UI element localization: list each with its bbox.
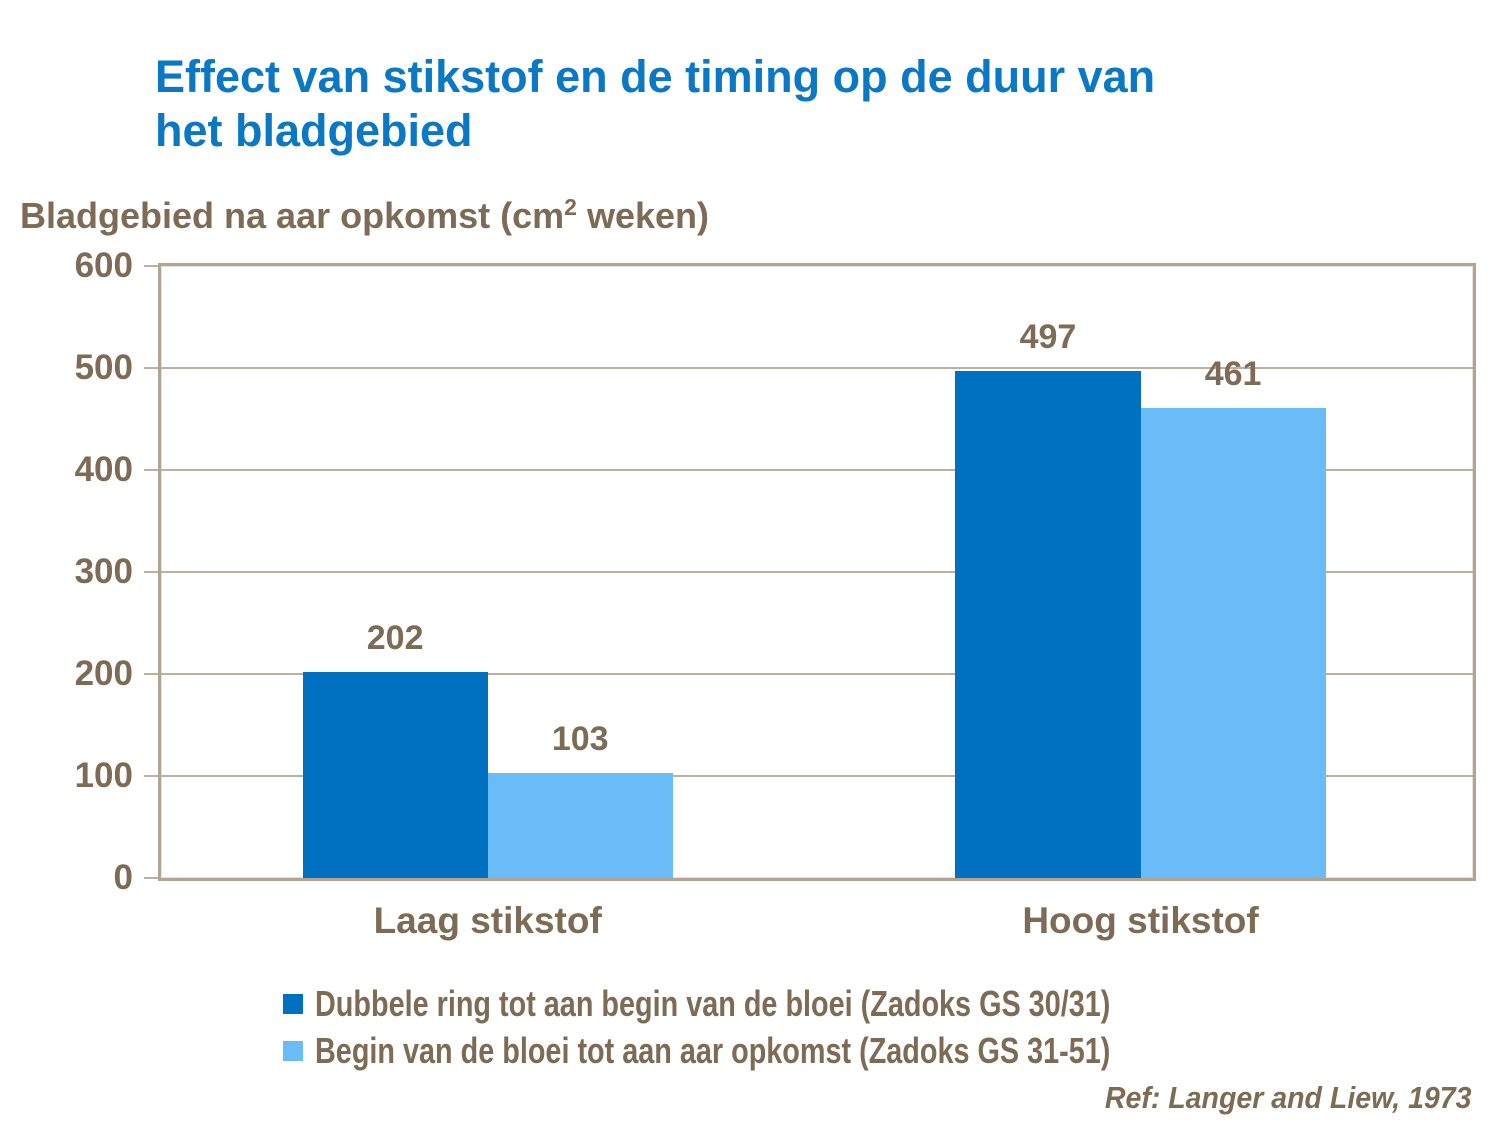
y-tick-600 — [144, 265, 158, 267]
y-axis-title-superscript: 2 — [564, 194, 577, 220]
y-axis-title: Bladgebied na aar opkomst (cm2 weken) — [20, 194, 709, 237]
y-axis-title-text: Bladgebied na aar opkomst (cm — [20, 195, 565, 236]
y-tick-200 — [144, 673, 158, 675]
y-tick-400 — [144, 469, 158, 471]
reference-text: Ref: Langer and Liew, 1973 — [1105, 1080, 1472, 1115]
bar-category2-series1 — [955, 371, 1141, 878]
plot-area: 0 100 200 300 400 500 600 202 103 Laag stikstof 49… — [75, 246, 1476, 941]
gridline-100 — [161, 775, 1473, 777]
y-tick-300 — [144, 571, 158, 573]
legend: Dubbele ring tot aan begin van de bloei … — [283, 983, 1309, 1071]
y-tick-100 — [144, 775, 158, 777]
category-label-2: Hoog stikstof — [1022, 900, 1259, 941]
gridline-300 — [161, 571, 1473, 573]
y-tick-label-200: 200 — [74, 654, 133, 693]
legend-swatch-1 — [283, 994, 303, 1014]
y-axis-title-unit: weken) — [576, 195, 709, 236]
chart-title: Effect van stikstof en de timing op de d… — [155, 50, 1155, 158]
y-tick-label-300: 300 — [74, 552, 133, 591]
value-label-category1-series1: 202 — [366, 618, 424, 657]
value-label-category2-series2: 461 — [1204, 354, 1262, 393]
gridline-400 — [161, 469, 1473, 471]
category-label-1: Laag stikstof — [373, 900, 602, 941]
y-tick-label-500: 500 — [74, 348, 133, 387]
gridline-500 — [161, 367, 1473, 369]
y-tick-label-0: 0 — [113, 858, 133, 897]
bar-category1-series2 — [487, 772, 673, 878]
y-tick-500 — [144, 367, 158, 369]
gridline-200 — [161, 673, 1473, 675]
chart-title-line2: het bladgebied — [155, 105, 473, 156]
value-label-category1-series2: 103 — [551, 719, 609, 758]
legend-label-1: Dubbele ring tot aan begin van de bloei … — [315, 983, 1111, 1024]
bar-category2-series2 — [1140, 407, 1326, 878]
legend-label-2: Begin van de bloei tot aan aar opkomst (… — [315, 1030, 1111, 1071]
y-tick-0 — [144, 877, 158, 879]
legend-item-2: Begin van de bloei tot aan aar opkomst (… — [283, 1030, 1309, 1071]
y-tick-label-400: 400 — [74, 450, 133, 489]
y-tick-label-100: 100 — [74, 756, 133, 795]
value-label-category2-series1: 497 — [1019, 318, 1077, 357]
chart-title-line1: Effect van stikstof en de timing op de d… — [155, 51, 1156, 102]
legend-swatch-2 — [283, 1041, 303, 1061]
y-tick-label-600: 600 — [74, 246, 133, 285]
bar-category1-series1 — [302, 671, 488, 878]
legend-item-1: Dubbele ring tot aan begin van de bloei … — [283, 983, 1309, 1024]
